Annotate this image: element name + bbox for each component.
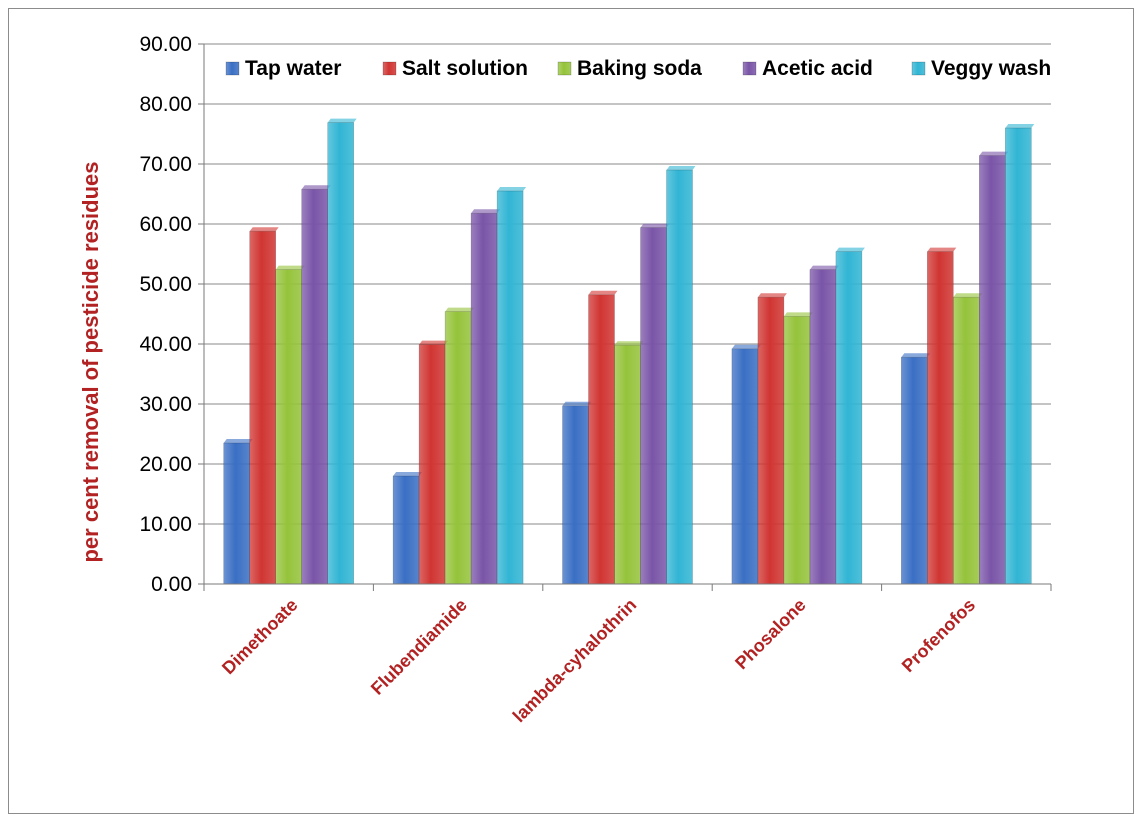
bar-top — [953, 293, 983, 298]
bar-chart: 0.00 10.00 20.00 30.00 40.00 50.00 60.00 70.00 8… — [78, 33, 1052, 727]
bar-top — [757, 293, 787, 298]
bar — [900, 356, 928, 585]
bar-top — [393, 472, 423, 476]
bar — [470, 212, 498, 585]
bar — [327, 122, 355, 585]
y-tick-label: 40.00 — [139, 333, 192, 356]
bar — [418, 344, 446, 585]
bar — [809, 269, 837, 585]
y-axis-label: per cent removal of pesticide residues — [78, 161, 103, 562]
legend-swatch — [557, 61, 572, 76]
bar-top — [471, 209, 501, 214]
bar — [614, 344, 641, 585]
bar-top — [666, 166, 696, 170]
bar — [496, 190, 524, 585]
y-tick-label: 30.00 — [139, 393, 192, 416]
y-tick-label: 0.00 — [151, 573, 192, 596]
bar — [666, 169, 693, 585]
bar — [588, 294, 615, 585]
bar — [392, 475, 420, 585]
category-label: lambda-cyhalothrin — [509, 595, 641, 727]
bar — [731, 348, 759, 585]
bar — [978, 155, 1006, 585]
bar — [757, 296, 785, 585]
legend-label: Acetic acid — [762, 57, 873, 80]
bar-top — [1005, 124, 1035, 128]
category-label: Flubendiamide — [367, 595, 471, 699]
y-tick-label: 60.00 — [139, 213, 192, 236]
chart-frame: 0.00 10.00 20.00 30.00 40.00 50.00 60.00 70.00 8… — [8, 8, 1134, 814]
bar — [223, 442, 250, 585]
bar-top — [275, 265, 305, 270]
category-label: Phosalone — [731, 595, 810, 674]
bar — [444, 311, 472, 585]
bar — [640, 227, 667, 585]
category-labels: Dimethoate Flubendiamide lambda-cyhalothri… — [218, 595, 979, 727]
bar-top — [927, 247, 957, 252]
legend-swatch — [911, 61, 926, 76]
bar — [562, 405, 589, 585]
legend-label: Veggy wash — [931, 57, 1051, 80]
legend-label: Baking soda — [577, 57, 702, 80]
bar-top — [249, 227, 279, 232]
bar-top — [640, 223, 670, 228]
bar — [926, 251, 954, 585]
bar-top — [588, 290, 618, 295]
y-tick-label: 20.00 — [139, 453, 192, 476]
legend: Tap water Salt solution Baking soda Acetic … — [225, 57, 1051, 80]
category-label: Profenofos — [898, 595, 979, 676]
bar-top — [614, 341, 644, 346]
y-tick-labels: 0.00 10.00 20.00 30.00 40.00 50.00 60.00 70.00 8… — [139, 33, 192, 596]
bar-top — [327, 118, 357, 123]
bar-top — [731, 344, 761, 349]
bar-top — [497, 187, 527, 191]
bar — [783, 316, 811, 585]
bar-top — [979, 151, 1009, 156]
bar-top — [223, 439, 253, 443]
legend-label: Salt solution — [402, 57, 528, 80]
bar — [1004, 127, 1032, 585]
legend-swatch — [382, 61, 397, 76]
bar-top — [901, 353, 931, 358]
legend-swatch — [225, 61, 240, 76]
bar — [275, 269, 303, 585]
bar-top — [301, 185, 331, 190]
bar-top — [562, 401, 592, 406]
bar-top — [835, 247, 865, 252]
bar — [249, 230, 276, 585]
legend-swatch — [742, 61, 757, 76]
bar-top — [445, 307, 475, 312]
bars — [223, 118, 1035, 585]
axes — [198, 43, 1052, 591]
category-label: Dimethoate — [218, 595, 301, 678]
bar-top — [809, 265, 839, 270]
bar — [301, 188, 329, 585]
bar-top — [419, 340, 449, 345]
y-tick-label: 70.00 — [139, 153, 192, 176]
y-tick-label: 80.00 — [139, 93, 192, 116]
bar — [835, 251, 863, 585]
bar — [952, 296, 980, 585]
y-tick-label: 90.00 — [139, 33, 192, 56]
y-tick-label: 10.00 — [139, 513, 192, 536]
bar-top — [783, 312, 813, 317]
y-tick-label: 50.00 — [139, 273, 192, 296]
legend-label: Tap water — [245, 57, 341, 80]
